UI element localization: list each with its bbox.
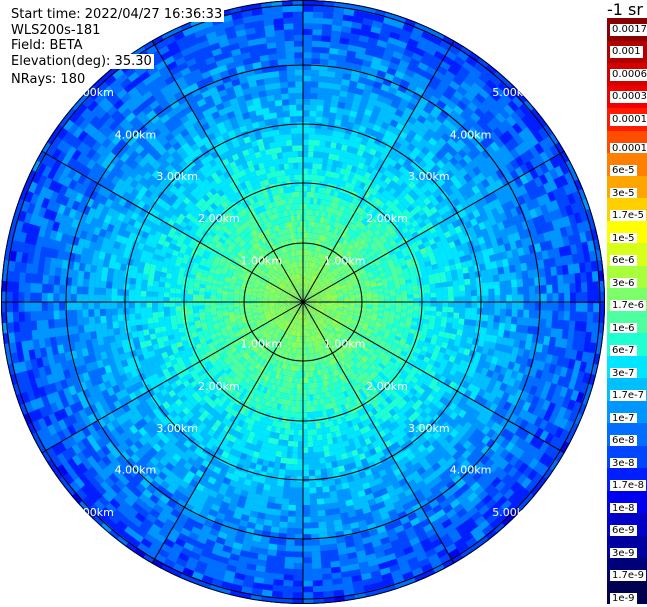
azimuth-spoke — [302, 150, 565, 303]
range-label: 1.00km — [241, 254, 283, 267]
range-label: 5.00km — [492, 506, 534, 519]
colorbar-segment: 1e-8 — [607, 490, 647, 515]
colorbar-label: 1e-9 — [610, 592, 637, 605]
colorbar-label: 0.0001 — [610, 142, 647, 155]
colorbar-segment: 0.00017 — [607, 108, 647, 132]
colorbar-label: 3e-8 — [610, 457, 637, 470]
colorbar-label: 0.00017 — [610, 113, 647, 126]
field-text: Field: BETA — [11, 38, 85, 53]
colorbar-segment: 3e-5 — [607, 175, 647, 200]
azimuth-spoke — [41, 150, 304, 303]
colorbar-label: 1e-5 — [610, 232, 637, 245]
colorbar-segment: 1e-7 — [607, 400, 647, 425]
range-ring-grid — [1, 0, 605, 604]
range-label: 2.00km — [198, 380, 240, 393]
colorbar-label: 0.0006 — [610, 68, 647, 81]
colorbar-label: 1.7e-7 — [610, 390, 647, 403]
colorbar-segment: 1e-5 — [607, 220, 647, 245]
colorbar-segment: 0.0003 — [607, 85, 647, 109]
colorbar-segment: 1.7e-8 — [607, 468, 647, 493]
colorbar-label: 6e-7 — [610, 345, 637, 358]
colorbar-label: 0.0017 — [610, 23, 647, 36]
range-label: 3.00km — [156, 170, 198, 183]
range-label: 3.00km — [156, 422, 198, 435]
colorbar-label: 6e-9 — [610, 525, 637, 538]
colorbar-segment: 1.7e-9 — [607, 558, 647, 583]
colorbar-segment: 6e-9 — [607, 513, 647, 538]
colorbar-segment: 1.7e-5 — [607, 198, 647, 223]
azimuth-spoke — [41, 301, 304, 454]
azimuth-spoke — [151, 301, 304, 564]
range-label: 1.00km — [324, 254, 366, 267]
colorbar-segment: 6e-8 — [607, 423, 647, 448]
range-label: 4.00km — [450, 128, 492, 141]
colorbar-segment: 1e-9 — [607, 580, 647, 605]
colorbar-segment: 1e-6 — [607, 310, 647, 335]
colorbar-label: 0.001 — [610, 46, 643, 59]
colorbar-segment: 3e-6 — [607, 265, 647, 290]
range-labels: 1.00km 1.00km 1.00km 1.00km 2.00km 2.00km 2.00… — [72, 86, 534, 519]
beta-cells — [1, 0, 605, 604]
range-label: 2.00km — [198, 212, 240, 225]
colorbar-segment: 0.0006 — [607, 63, 647, 87]
colorbar-label: 3e-7 — [610, 367, 637, 380]
colorbar-label: 1.7e-9 — [610, 570, 647, 583]
colorbar-label: 1.7e-6 — [610, 300, 647, 313]
colorbar-label: 1e-8 — [610, 502, 637, 515]
colorbar-segment: 3e-8 — [607, 445, 647, 470]
colorbar-segment: 6e-6 — [607, 243, 647, 268]
range-label: 5.00km — [72, 506, 114, 519]
colorbar-label: 6e-5 — [610, 165, 637, 178]
range-label: 5.00km — [492, 86, 534, 99]
colorbar-label: 1e-7 — [610, 412, 637, 425]
azimuth-spoke — [302, 301, 455, 564]
colorbar-label: 6e-6 — [610, 255, 637, 268]
nrays-text: NRays: 180 — [11, 72, 88, 87]
elevation-text: Elevation(deg): 35.30 — [11, 54, 154, 69]
colorbar-segment: 1.7e-7 — [607, 378, 647, 403]
colorbar: 0.0017 0.001 0.0006 0.0003 0.00017 0.0001 6e-5… — [607, 18, 647, 605]
range-label: 4.00km — [115, 464, 157, 477]
range-label: 5.00km — [72, 86, 114, 99]
colorbar-label: 3e-9 — [610, 547, 637, 560]
range-label: 2.00km — [366, 212, 408, 225]
colorbar-label: 1.7e-5 — [610, 210, 647, 223]
colorbar-unit: -1 sr — [607, 0, 643, 19]
colorbar-segment: 0.0017 — [607, 18, 647, 42]
colorbar-segment: 0.0001 — [607, 130, 647, 155]
azimuth-spoke — [302, 40, 455, 303]
colorbar-segment: 6e-5 — [607, 153, 647, 178]
range-label: 1.00km — [241, 338, 283, 351]
range-label: 3.00km — [408, 422, 450, 435]
colorbar-segment: 3e-9 — [607, 535, 647, 560]
colorbar-segment: 0.001 — [607, 40, 647, 64]
colorbar-segment: 3e-7 — [607, 355, 647, 380]
colorbar-segment: 1.7e-6 — [607, 288, 647, 313]
range-label: 3.00km — [408, 170, 450, 183]
range-label: 1.00km — [324, 338, 366, 351]
azimuth-spoke — [151, 40, 304, 303]
range-label: 4.00km — [450, 464, 492, 477]
ppi-scan-plot: 1.00km 1.00km 1.00km 1.00km 2.00km 2.00km 2.00… — [1, 0, 605, 604]
colorbar-segment: 6e-7 — [607, 333, 647, 358]
device-name-text: WLS200s-181 — [11, 23, 103, 38]
colorbar-label: 0.0003 — [610, 91, 647, 104]
colorbar-label: 1e-6 — [610, 322, 637, 335]
range-label: 4.00km — [115, 128, 157, 141]
colorbar-label: 6e-8 — [610, 435, 637, 448]
start-time-text: Start time: 2022/04/27 16:36:33 — [11, 7, 225, 22]
colorbar-label: 3e-6 — [610, 277, 637, 290]
range-label: 2.00km — [366, 380, 408, 393]
colorbar-label: 3e-5 — [610, 187, 637, 200]
colorbar-label: 1.7e-8 — [610, 480, 647, 493]
azimuth-spoke — [302, 301, 565, 454]
